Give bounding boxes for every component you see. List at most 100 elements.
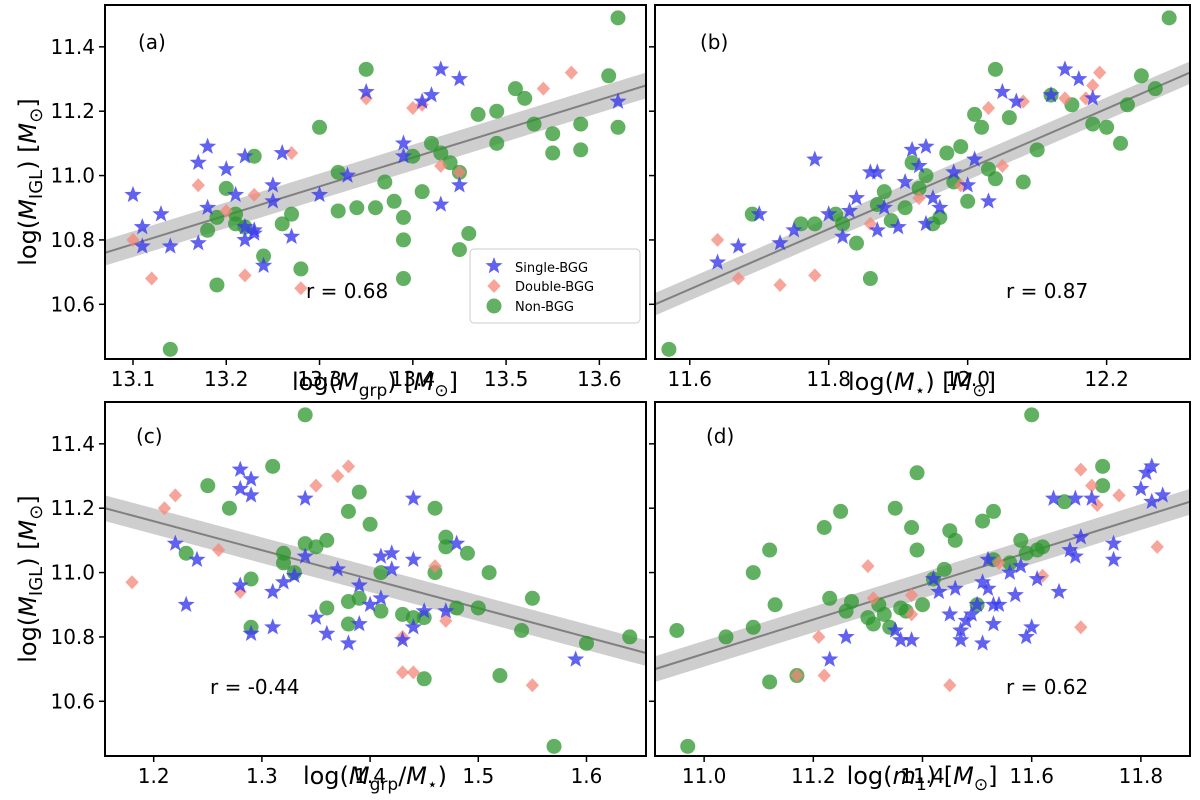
- panel-b-plot-area: [655, 10, 1190, 357]
- panel-b-point-non-bgg: [862, 271, 878, 287]
- panel-d-point-single-bgg: [1028, 570, 1046, 587]
- panel-a-point-non-bgg: [573, 142, 589, 158]
- panel-c-point-single-bgg: [383, 560, 401, 577]
- panel-b-point-non-bgg: [876, 184, 892, 200]
- panel-c: 1.2 1.3 1.4 1.5 1.610.610.811.011.211.4 (c) …: [50, 401, 647, 795]
- panel-d-point-single-bgg: [1017, 627, 1035, 645]
- legend-entry-non-bgg: Non-BGG: [486, 298, 574, 315]
- panel-c-point-single-bgg: [188, 550, 206, 567]
- panel-d-point-single-bgg: [941, 605, 959, 622]
- panel-d-point-non-bgg: [1013, 532, 1029, 548]
- panel-a-point-non-bgg: [395, 209, 411, 225]
- panel-d-point-double-bgg: [812, 629, 826, 644]
- panel-c-point-single-bgg: [415, 602, 433, 619]
- panel-b-point-single-bgg: [889, 218, 907, 235]
- panel-a-point-non-bgg: [377, 174, 393, 190]
- panel-d-point-single-bgg: [1083, 489, 1101, 506]
- panel-d-point-non-bgg: [762, 542, 778, 558]
- panel-d-point-single-bgg: [1050, 582, 1068, 600]
- panel-a-y-tick-label: 11.2: [50, 99, 95, 123]
- panel-c-point-single-bgg: [296, 489, 314, 506]
- panel-c-point-single-bgg: [242, 624, 260, 641]
- panel-c-point-non-bgg: [265, 458, 281, 474]
- panel-a-point-non-bgg: [330, 203, 346, 219]
- panel-a-point-single-bgg: [161, 237, 179, 254]
- panel-b-point-single-bgg: [896, 173, 914, 190]
- panel-c-point-double-bgg: [168, 488, 182, 503]
- panel-b-point-single-bgg: [729, 237, 747, 254]
- panel-a-point-single-bgg: [264, 176, 282, 193]
- panel-c-point-single-bgg: [307, 608, 325, 625]
- panel-c-point-single-bgg: [177, 595, 195, 613]
- panel-c-point-non-bgg: [578, 635, 594, 651]
- panel-a-point-single-bgg: [133, 218, 151, 235]
- panel-d-point-single-bgg: [952, 621, 970, 638]
- panel-a-point-non-bgg: [209, 209, 225, 225]
- panel-a-point-double-bgg: [284, 146, 299, 161]
- panel-d-point-single-bgg: [1143, 492, 1161, 510]
- panel-c-point-single-bgg: [448, 534, 466, 551]
- panel-a-point-single-bgg: [432, 195, 450, 212]
- panel-a-point-double-bgg: [191, 178, 205, 193]
- panel-c-point-non-bgg: [319, 600, 335, 616]
- panel-a-point-non-bgg: [517, 90, 533, 106]
- panel-a-plot-area: [105, 10, 646, 357]
- panel-a-point-non-bgg: [545, 145, 561, 161]
- panel-b-point-single-bgg: [924, 189, 942, 206]
- panel-d-point-single-bgg: [930, 582, 948, 600]
- panel-a-point-double-bgg: [126, 232, 140, 247]
- panel-a-point-double-bgg: [434, 158, 448, 173]
- panel-d-point-non-bgg: [1095, 458, 1111, 474]
- panel-b: 11.6 11.8 12.0 12.2 (b) r = 0.87 log(M⋆) [M…: [649, 4, 1191, 401]
- panel-a-point-non-bgg: [610, 119, 626, 135]
- panel-d-point-non-bgg: [816, 520, 832, 536]
- legend-star-marker: [485, 257, 503, 274]
- panel-a-point-single-bgg: [432, 60, 450, 77]
- panel-b-point-non-bgg: [1119, 97, 1135, 113]
- panel-b-point-non-bgg: [1147, 81, 1163, 97]
- panel-a-point-double-bgg: [247, 187, 261, 202]
- panel-a-point-double-bgg: [536, 81, 551, 96]
- panel-d-point-double-bgg: [1112, 488, 1126, 503]
- panel-d-point-single-bgg: [1006, 586, 1024, 603]
- panel-a-point-single-bgg: [217, 160, 235, 177]
- panel-c-frame: [104, 401, 647, 757]
- panel-d-point-non-bgg: [1095, 478, 1111, 494]
- panel-d-point-double-bgg: [943, 678, 957, 693]
- panel-c-plot-area: [105, 407, 646, 754]
- panel-d-point-non-bgg: [1056, 494, 1072, 510]
- panel-a-y-tick-label: 11.0: [50, 164, 95, 188]
- panel-b-point-non-bgg: [807, 216, 823, 232]
- panel-d-point-single-bgg: [1012, 557, 1030, 574]
- panel-d-point-single-bgg: [837, 627, 855, 645]
- panel-b-point-single-bgg: [959, 176, 977, 193]
- panel-b-point-non-bgg: [932, 209, 948, 225]
- panel-b-point-non-bgg: [661, 341, 677, 357]
- panel-b-point-single-bgg: [1084, 89, 1102, 106]
- panel-a-point-single-bgg: [199, 198, 217, 216]
- panel-b-point-non-bgg: [897, 200, 913, 216]
- panel-d-point-single-bgg: [957, 611, 975, 629]
- panel-a-point-non-bgg: [274, 216, 290, 232]
- panel-a: 13.1 13.2 13.3 13.4 13.5 13.6 10.6 10.8 11.0 11.2…: [50, 4, 647, 401]
- panel-b-point-single-bgg: [868, 221, 886, 238]
- panel-a-y-tick-label: 10.8: [50, 228, 95, 252]
- panel-b-point-single-bgg: [931, 198, 949, 216]
- panel-d-point-single-bgg: [1132, 479, 1150, 497]
- panel-d-point-non-bgg: [669, 622, 685, 638]
- panel-d-point-single-bgg: [990, 595, 1008, 613]
- panel-b-point-non-bgg: [967, 106, 983, 122]
- panel-d-point-double-bgg: [1150, 539, 1164, 554]
- panel-d-point-non-bgg: [1024, 407, 1040, 423]
- panel-c-y-tick-label: 11.0: [50, 561, 95, 585]
- panel-c-point-non-bgg: [340, 503, 356, 519]
- panel-a-point-non-bgg: [451, 242, 467, 258]
- panel-c-point-single-bgg: [242, 486, 260, 503]
- panel-b-point-single-bgg: [1007, 92, 1025, 109]
- panel-a-label: (a): [138, 30, 166, 54]
- panel-d-point-non-bgg: [936, 561, 952, 577]
- panel-b-point-non-bgg: [1113, 135, 1129, 151]
- panel-a-point-non-bgg: [256, 248, 272, 264]
- panel-d-point-single-bgg: [979, 579, 997, 596]
